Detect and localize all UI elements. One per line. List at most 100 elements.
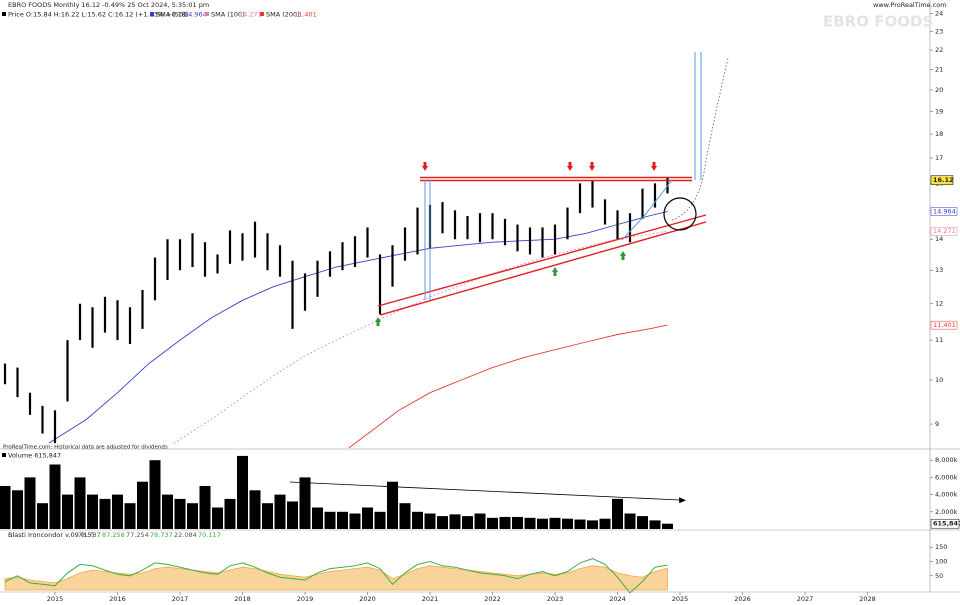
price-bar (616, 210, 619, 240)
volume-bar (474, 513, 486, 529)
y-tick-label: 14 (935, 235, 943, 243)
volume-bar (624, 513, 636, 529)
y-tick-label: 23 (935, 28, 943, 36)
volume-bar (299, 477, 311, 529)
indicator-readout: 78.737 (150, 531, 173, 539)
volume-bar (562, 518, 573, 529)
price-bar (28, 392, 32, 415)
volume-bar (0, 486, 11, 529)
y-tick-label: 18 (935, 130, 943, 138)
volume-trend-arrow (679, 497, 686, 504)
volume-bar (549, 517, 561, 529)
indicator-title: Blasti Ironcondor v.09 (15) (8, 531, 94, 539)
price-bar (328, 251, 332, 277)
price-bar (253, 221, 257, 258)
volume-bar (662, 523, 673, 529)
volume-bar (149, 460, 161, 529)
watermark: EBRO FOODS (823, 13, 933, 31)
price-bar (516, 224, 519, 252)
projection-curve (671, 57, 729, 221)
price-bar (78, 303, 82, 341)
x-tick-label: 2026 (734, 595, 751, 603)
x-tick-label: 2021 (422, 595, 439, 603)
volume-bar (462, 516, 473, 529)
price-bar (553, 224, 557, 255)
x-tick-label: 2023 (547, 595, 564, 603)
up-arrow (620, 251, 626, 260)
sma-value-box (930, 226, 958, 236)
volume-bar (324, 511, 336, 529)
support-line (377, 214, 707, 307)
volume-bar (49, 464, 61, 529)
volume-bar (612, 498, 623, 529)
down-arrow (589, 162, 595, 171)
price-bar (228, 230, 232, 264)
y-tick-label: 10 (935, 376, 943, 384)
price-bar (3, 363, 7, 385)
volume-bar (587, 520, 598, 529)
y-tick-label: 20 (935, 86, 943, 94)
price-bar (203, 242, 207, 277)
x-tick-label: 2016 (109, 595, 126, 603)
price-legend: Price O:15.84 H:16.22 L:15.62 C:16.12 (+… (8, 11, 189, 19)
volume-bar (524, 517, 536, 529)
price-bar (153, 257, 157, 301)
volume-bar (374, 511, 386, 529)
y-tick-label: 22 (935, 46, 943, 54)
indicator-line (4, 558, 668, 594)
volume-bar (437, 516, 448, 529)
source: www.ProRealTime.com (873, 1, 947, 9)
volume-bar (387, 481, 398, 529)
legend-value: 14.964 (184, 11, 207, 19)
price-bar (478, 213, 482, 243)
volume-bar (74, 477, 86, 529)
sma-value-box (930, 207, 958, 216)
x-tick-label: 2019 (297, 595, 314, 603)
indicator-readout: 87.258 (102, 531, 125, 539)
last-price-box (930, 175, 954, 185)
y-tick-label: 11 (935, 336, 943, 344)
y-tick-label: 19 (935, 107, 943, 115)
price-bar (453, 210, 457, 240)
y-tick-label: 4,000k (935, 491, 958, 499)
volume-bar (174, 498, 186, 529)
price-bar (178, 239, 182, 271)
x-tick-label: 2024 (609, 595, 626, 603)
price-bar (403, 227, 407, 261)
sma-line (48, 210, 668, 444)
y-tick-label: 13 (935, 266, 943, 274)
volume-value-label: 615,847 (933, 520, 960, 528)
price-bar (128, 307, 132, 344)
volume-bar (24, 477, 36, 529)
x-tick-label: 2020 (359, 595, 376, 603)
price-bar (278, 245, 282, 277)
volume-bar (487, 517, 498, 529)
volume-bar (199, 486, 211, 529)
price-bar (628, 213, 632, 243)
price-bar (603, 199, 607, 225)
volume-bar (99, 498, 111, 529)
price-bar (378, 254, 382, 315)
volume-bar (512, 516, 523, 529)
volume-bar (87, 494, 98, 529)
volume-bar (649, 520, 661, 529)
price-bar (53, 410, 57, 444)
volume-bar (262, 503, 273, 529)
price-bar (566, 207, 569, 240)
trend-line (621, 179, 673, 241)
volume-bar (399, 503, 411, 529)
legend-swatch (260, 12, 264, 16)
price-bar (341, 242, 344, 271)
volume-bar (412, 511, 423, 529)
y-tick-label: 12 (935, 300, 943, 308)
legend-label: SMA (100) (211, 11, 245, 19)
indicator-readout: 76.737 (78, 531, 101, 539)
volume-bar (424, 513, 436, 529)
price-bar (391, 245, 394, 287)
price-bar (116, 300, 119, 341)
price-bar (466, 215, 469, 240)
sma-value-box (930, 320, 958, 330)
y-tick-label: 6,000k (935, 473, 958, 481)
price-bar (641, 188, 644, 219)
